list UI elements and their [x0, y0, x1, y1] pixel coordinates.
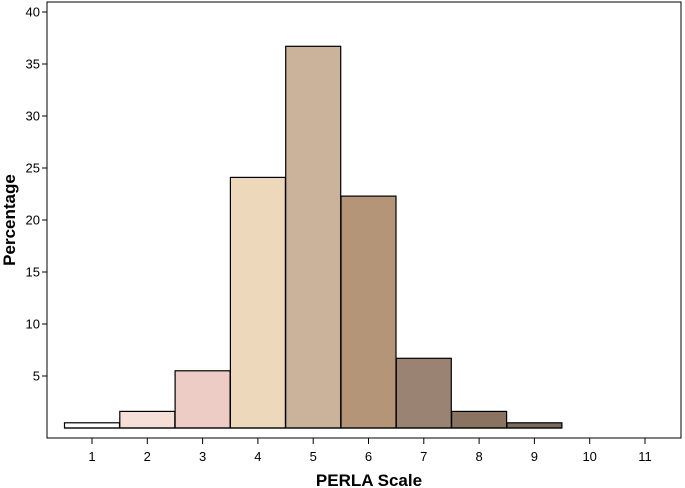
x-tick-label-7: 7	[420, 449, 427, 464]
bar-3	[174, 370, 231, 429]
y-tick-label-30: 30	[26, 109, 40, 124]
y-tick-label-20: 20	[26, 213, 40, 228]
bar-6	[340, 195, 397, 429]
y-axis-title: Percentage	[0, 174, 19, 266]
bar-5	[285, 45, 342, 429]
y-tick-label-35: 35	[26, 57, 40, 72]
x-tick-label-1: 1	[88, 449, 95, 464]
x-tick-label-5: 5	[310, 449, 317, 464]
x-tick-label-6: 6	[365, 449, 372, 464]
bar-7	[395, 357, 452, 429]
bar-8	[451, 410, 508, 429]
y-tick-label-25: 25	[26, 161, 40, 176]
bar-1	[63, 422, 121, 429]
y-tick-label-40: 40	[26, 5, 40, 20]
bar-9	[506, 422, 563, 429]
x-tick-label-9: 9	[531, 449, 538, 464]
y-tick-label-10: 10	[26, 317, 40, 332]
x-tick-label-2: 2	[144, 449, 151, 464]
y-tick-label-5: 5	[33, 369, 40, 384]
bar-2	[119, 410, 176, 429]
x-tick-label-4: 4	[254, 449, 261, 464]
x-tick-label-10: 10	[582, 449, 596, 464]
y-tick-label-15: 15	[26, 265, 40, 280]
x-tick-label-11: 11	[638, 449, 652, 464]
x-tick-label-8: 8	[475, 449, 482, 464]
bar-group	[63, 45, 563, 429]
x-tick-label-3: 3	[199, 449, 206, 464]
y-axis: 5 10 15 20 25 30 35 40	[26, 5, 47, 384]
x-axis: 1 2 3 4 5 6 7 8 9 10 11	[88, 438, 652, 464]
bar-4	[229, 176, 286, 429]
x-axis-title: PERLA Scale	[316, 471, 422, 488]
